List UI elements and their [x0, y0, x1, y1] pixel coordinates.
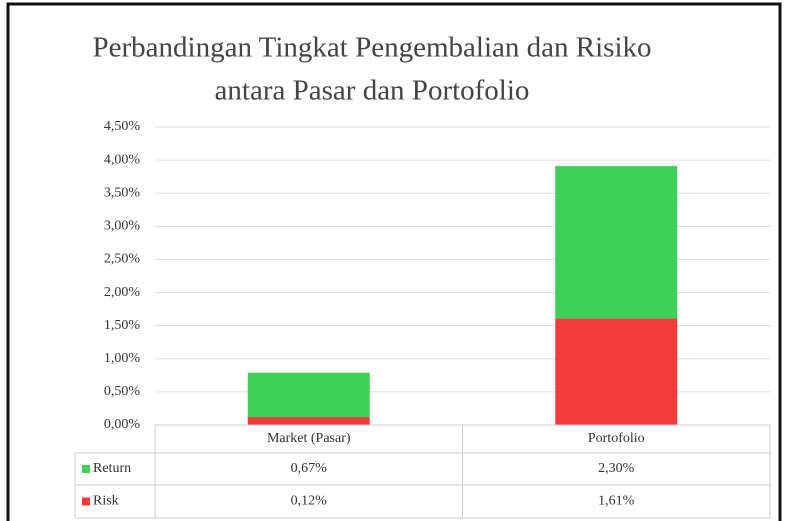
frame — [6, 2, 782, 521]
y-tick-label: 4,50% — [104, 119, 141, 134]
legend-swatch — [82, 497, 90, 506]
y-tick-label: 0,00% — [104, 417, 141, 432]
legend-label: Risk — [93, 494, 119, 509]
table-value: 0,12% — [291, 494, 328, 509]
y-tick-label: 2,50% — [104, 252, 141, 267]
chart-title: antara Pasar dan Portofolio — [215, 75, 530, 107]
y-tick-label: 1,50% — [104, 318, 141, 333]
x-tick-label: Portofolio — [588, 431, 645, 446]
y-tick-label: 1,00% — [104, 351, 141, 366]
y-tick-label: 4,00% — [104, 152, 141, 167]
table-value: 2,30% — [598, 461, 635, 476]
x-tick-label: Market (Pasar) — [267, 431, 351, 446]
legend-swatch — [82, 465, 90, 473]
chart-title: Perbandingan Tingkat Pengembalian dan Ri… — [92, 32, 651, 64]
legend-label: Return — [93, 461, 131, 476]
y-tick-label: 3,00% — [104, 219, 141, 234]
bar-segment — [247, 417, 370, 425]
y-tick-label: 2,00% — [104, 285, 141, 300]
bar-segment — [247, 372, 370, 418]
table-value: 0,67% — [291, 461, 328, 476]
bar-segment — [555, 318, 678, 425]
y-tick-label: 3,50% — [104, 185, 141, 200]
table-value: 1,61% — [598, 494, 635, 509]
y-tick-label: 0,50% — [104, 384, 141, 399]
bar-segment — [555, 166, 678, 319]
